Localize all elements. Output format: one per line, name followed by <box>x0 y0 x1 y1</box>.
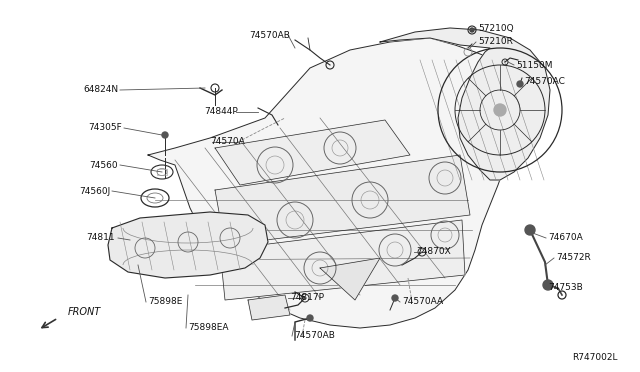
Text: 74811: 74811 <box>86 234 115 243</box>
Text: 74305F: 74305F <box>88 124 122 132</box>
Text: 75898EA: 75898EA <box>188 324 228 333</box>
Polygon shape <box>320 258 380 300</box>
Text: 74570AB: 74570AB <box>294 331 335 340</box>
Text: 75898E: 75898E <box>148 298 182 307</box>
Text: 74753B: 74753B <box>548 283 583 292</box>
Circle shape <box>517 81 523 87</box>
Text: FRONT: FRONT <box>68 307 101 317</box>
Polygon shape <box>215 120 410 185</box>
Text: R747002L: R747002L <box>573 353 618 362</box>
Polygon shape <box>108 212 268 278</box>
Text: 57210Q: 57210Q <box>478 23 514 32</box>
Text: 74870X: 74870X <box>416 247 451 257</box>
Text: 74817P: 74817P <box>290 294 324 302</box>
Polygon shape <box>215 155 470 245</box>
Text: 74844P: 74844P <box>204 108 238 116</box>
Text: 74570AA: 74570AA <box>402 298 443 307</box>
Circle shape <box>543 280 553 290</box>
Text: 74670A: 74670A <box>548 234 583 243</box>
Circle shape <box>392 295 398 301</box>
Text: 64824N: 64824N <box>83 86 118 94</box>
Circle shape <box>470 28 474 32</box>
Text: 74570A: 74570A <box>210 138 244 147</box>
Text: 51150M: 51150M <box>516 61 552 70</box>
Polygon shape <box>380 28 550 180</box>
Text: 57210R: 57210R <box>478 38 513 46</box>
Polygon shape <box>148 38 510 328</box>
Polygon shape <box>248 295 290 320</box>
Text: 74560: 74560 <box>90 160 118 170</box>
Text: 74570AC: 74570AC <box>524 77 565 87</box>
Circle shape <box>307 315 313 321</box>
Text: 74570AB: 74570AB <box>249 31 290 39</box>
Circle shape <box>525 225 535 235</box>
Text: 74560J: 74560J <box>79 186 110 196</box>
Circle shape <box>162 132 168 138</box>
Polygon shape <box>220 220 465 300</box>
Text: 74572R: 74572R <box>556 253 591 263</box>
Circle shape <box>494 104 506 116</box>
